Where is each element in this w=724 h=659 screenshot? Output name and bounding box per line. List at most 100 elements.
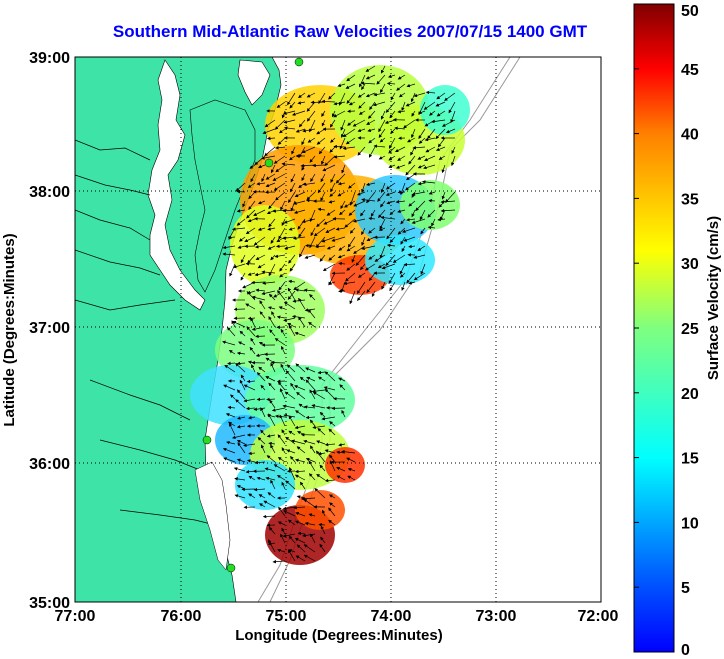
- velocity-arrow: [320, 191, 326, 202]
- velocity-arrow: [222, 252, 236, 256]
- velocity-arrow: [380, 110, 386, 120]
- velocity-arrow: [419, 209, 426, 221]
- velocity-arrow: [232, 227, 246, 231]
- velocity-arrow: [316, 218, 326, 228]
- colorbar-tick-label: 45: [681, 62, 699, 79]
- velocity-arrow: [401, 281, 406, 291]
- velocity-arrow: [266, 397, 276, 402]
- velocity-arrow: [268, 413, 276, 427]
- velocity-arrow: [246, 326, 256, 337]
- velocity-arrow: [267, 541, 276, 546]
- velocity-arrow: [353, 218, 366, 223]
- velocity-arrow: [357, 128, 366, 133]
- velocity-arrow: [408, 200, 416, 207]
- velocity-arrow: [268, 316, 276, 328]
- velocity-arrow: [290, 182, 296, 193]
- velocity-arrow: [338, 261, 346, 266]
- velocity-arrow: [267, 245, 276, 250]
- velocity-arrow: [346, 92, 356, 104]
- colorbar-tick-label: 20: [681, 386, 699, 403]
- velocity-arrow: [268, 382, 276, 391]
- velocity-arrow: [335, 173, 346, 184]
- velocity-arrow: [397, 209, 406, 213]
- colorbar-tick-label: 25: [681, 321, 699, 338]
- velocity-arrow: [253, 236, 266, 246]
- velocity-arrow: [238, 236, 246, 242]
- velocity-arrow: [234, 494, 246, 499]
- velocity-arrow: [305, 243, 316, 248]
- velocity-arrow: [272, 173, 286, 181]
- velocity-arrow: [427, 209, 436, 218]
- velocity-arrow: [408, 155, 416, 165]
- y-axis-label: Latitude (Degrees:Minutes): [1, 233, 18, 426]
- velocity-arrow: [305, 379, 316, 391]
- velocity-arrow: [257, 437, 266, 445]
- velocity-arrow: [403, 262, 416, 267]
- velocity-arrow: [236, 458, 246, 463]
- velocity-arrow: [266, 136, 276, 141]
- velocity-arrow: [289, 155, 296, 161]
- velocity-arrow: [372, 101, 386, 107]
- velocity-patch: [325, 447, 365, 483]
- velocity-arrow: [388, 146, 396, 154]
- velocity-arrow: [280, 363, 286, 373]
- x-tick-label: 77:00: [55, 608, 96, 625]
- velocity-arrow: [289, 263, 296, 272]
- velocity-arrow: [225, 413, 236, 418]
- velocity-arrow: [236, 218, 246, 226]
- velocity-arrow: [431, 119, 446, 124]
- velocity-patch: [245, 365, 355, 435]
- velocity-arrow: [243, 384, 256, 391]
- velocity-arrow: [380, 182, 386, 193]
- velocity-arrow: [248, 415, 256, 420]
- velocity-arrow: [306, 376, 316, 382]
- velocity-arrow: [359, 74, 366, 88]
- velocity-arrow: [240, 272, 246, 281]
- velocity-arrow: [349, 290, 356, 305]
- velocity-arrow: [251, 364, 256, 373]
- velocity-arrow: [276, 315, 286, 319]
- chesapeake-bay: [147, 59, 206, 311]
- velocity-arrow: [425, 90, 436, 95]
- velocity-arrow: [395, 164, 406, 169]
- velocity-arrow: [339, 209, 346, 216]
- velocity-arrow: [281, 447, 286, 454]
- velocity-arrow: [365, 65, 376, 72]
- velocity-arrow: [268, 218, 276, 228]
- velocity-arrow: [348, 182, 356, 189]
- velocity-arrow: [233, 467, 246, 472]
- velocity-arrow: [236, 440, 246, 445]
- velocity-arrow: [247, 218, 256, 223]
- velocity-arrow: [280, 328, 286, 337]
- velocity-arrow: [329, 502, 336, 508]
- velocity-arrow: [325, 227, 336, 233]
- velocity-arrow: [358, 110, 366, 115]
- velocity-arrow: [347, 475, 356, 481]
- velocity-arrow: [330, 182, 336, 193]
- velocity-arrow: [358, 101, 366, 109]
- map-title: Southern Mid-Atlantic Raw Velocities 200…: [112, 22, 588, 41]
- velocity-arrow: [267, 492, 276, 499]
- velocity-arrow: [388, 164, 396, 168]
- velocity-arrow: [357, 146, 366, 156]
- velocity-arrow: [228, 350, 236, 355]
- velocity-arrow: [245, 303, 256, 310]
- colorbar-tick-label: 30: [681, 256, 699, 273]
- velocity-arrow: [284, 245, 296, 250]
- velocity-arrow: [248, 475, 256, 481]
- velocity-arrow: [255, 245, 266, 249]
- velocity-arrow: [290, 455, 296, 463]
- velocity-arrow: [308, 321, 316, 328]
- velocity-arrow: [310, 227, 316, 237]
- velocity-arrow: [314, 488, 326, 499]
- velocity-arrow: [247, 459, 256, 463]
- velocity-arrow: [302, 128, 316, 133]
- velocity-arrow: [276, 101, 286, 108]
- velocity-arrow: [357, 92, 366, 98]
- velocity-arrow: [289, 101, 296, 109]
- velocity-arrow: [326, 209, 336, 216]
- velocity-arrow: [278, 227, 286, 240]
- velocity-arrow: [273, 464, 286, 472]
- velocity-arrow: [413, 272, 426, 281]
